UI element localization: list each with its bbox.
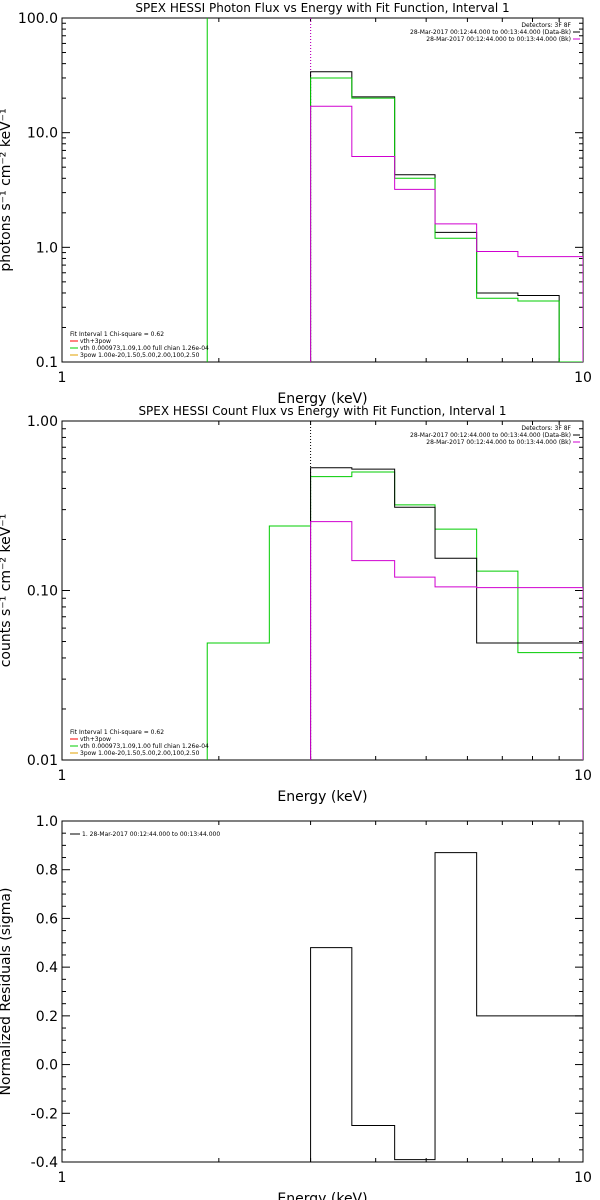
- x-tick-label: 1: [58, 1170, 67, 1186]
- series-step-1: [310, 467, 583, 760]
- legend-entry: Fit Interval 1 Chi-square = 0.62: [70, 729, 164, 736]
- y-axis-title: Normalized Residuals (sigma): [0, 888, 14, 1096]
- data-layer: [310, 852, 583, 1162]
- y-axis-title: photons s⁻¹ cm⁻² keV⁻¹: [0, 108, 14, 271]
- x-axis-title: Energy (keV): [277, 1191, 367, 1200]
- data-layer: [206, 18, 583, 362]
- y-tick-label: 1.0: [36, 814, 58, 830]
- series-step-3: [310, 105, 583, 362]
- y-tick-label: 0.01: [27, 753, 58, 769]
- legend-entry: 3pow 1.00e-20,1.50,5.00,2.00,100,2.50: [80, 352, 200, 359]
- y-tick-label: 100.0: [18, 11, 58, 27]
- plot-frame: [61, 820, 584, 1163]
- x-tick-label: 1: [58, 768, 67, 784]
- y-tick-label: 0.10: [27, 584, 58, 600]
- plot-frame: [61, 420, 584, 761]
- y-tick-label: 10.0: [27, 126, 58, 142]
- x-tick-label: 10: [574, 768, 592, 784]
- x-tick-label: 1: [58, 370, 67, 386]
- y-tick-label: 0.0: [36, 1058, 58, 1074]
- y-tick-label: -0.2: [31, 1106, 58, 1122]
- series-step-0: [310, 852, 583, 1162]
- legend-entry: vth+3pow: [80, 338, 111, 345]
- legend-entry: 28-Mar-2017 00:12:44.000 to 00:13:44.000…: [410, 432, 571, 439]
- y-axis-title: counts s⁻¹ cm⁻² keV⁻¹: [0, 514, 14, 668]
- legend-entry: 1. 28-Mar-2017 00:12:44.000 to 00:13:44.…: [82, 831, 220, 838]
- x-tick-label: 10: [574, 1170, 592, 1186]
- chart-title: SPEX HESSI Photon Flux vs Energy with Fi…: [135, 1, 509, 15]
- series-step-2: [310, 521, 583, 760]
- data-layer: [206, 421, 583, 760]
- x-tick-label: 10: [574, 370, 592, 386]
- y-tick-label: 1.00: [27, 414, 58, 430]
- legend-entry: vth 0.000973,1.09,1.00 full chian 1.26e-…: [80, 345, 209, 352]
- y-tick-label: 0.4: [36, 960, 58, 976]
- residuals-panel: 1 10 -0.4 -0.2 0.0 0.2 0.4 0.6 0.8 1.0 Energy (keV…: [0, 814, 592, 1200]
- x-axis-title: Energy (keV): [277, 789, 367, 805]
- y-tick-label: 0.2: [36, 1009, 58, 1025]
- y-tick-label: 0.6: [36, 911, 58, 927]
- y-tick-label: 1.0: [36, 240, 58, 256]
- y-tick-label: -0.4: [31, 1155, 58, 1171]
- legend-entry: 28-Mar-2017 00:12:44.000 to 00:13:44.000…: [426, 36, 571, 43]
- chart-title: SPEX HESSI Count Flux vs Energy with Fit…: [138, 404, 506, 418]
- legend-entry: 3pow 1.00e-20,1.50,5.00,2.00,100,2.50: [80, 750, 200, 757]
- series-step-2: [310, 77, 583, 362]
- legend-entry: Detectors: 3F 8F: [521, 22, 571, 29]
- photon-flux-panel: SPEX HESSI Photon Flux vs Energy with Fi…: [0, 1, 592, 407]
- series-step-0: [206, 471, 583, 760]
- count-flux-panel: SPEX HESSI Count Flux vs Energy with Fit…: [0, 404, 592, 805]
- legend-entry: vth+3pow: [80, 736, 111, 743]
- legend-entry: 28-Mar-2017 00:12:44.000 to 00:13:44.000…: [410, 29, 571, 36]
- y-tick-label: 0.8: [36, 863, 58, 879]
- legend-entry: Detectors: 3F 8F: [521, 425, 571, 432]
- x-axis-title: Energy (keV): [277, 391, 367, 407]
- legend-entry: Fit Interval 1 Chi-square = 0.62: [70, 331, 164, 338]
- y-tick-label: 0.1: [36, 355, 58, 371]
- legend-entry: vth 0.000973,1.09,1.00 full chian 1.26e-…: [80, 743, 209, 750]
- plot-frame: [61, 17, 584, 363]
- legend-entry: 28-Mar-2017 00:12:44.000 to 00:13:44.000…: [426, 439, 571, 446]
